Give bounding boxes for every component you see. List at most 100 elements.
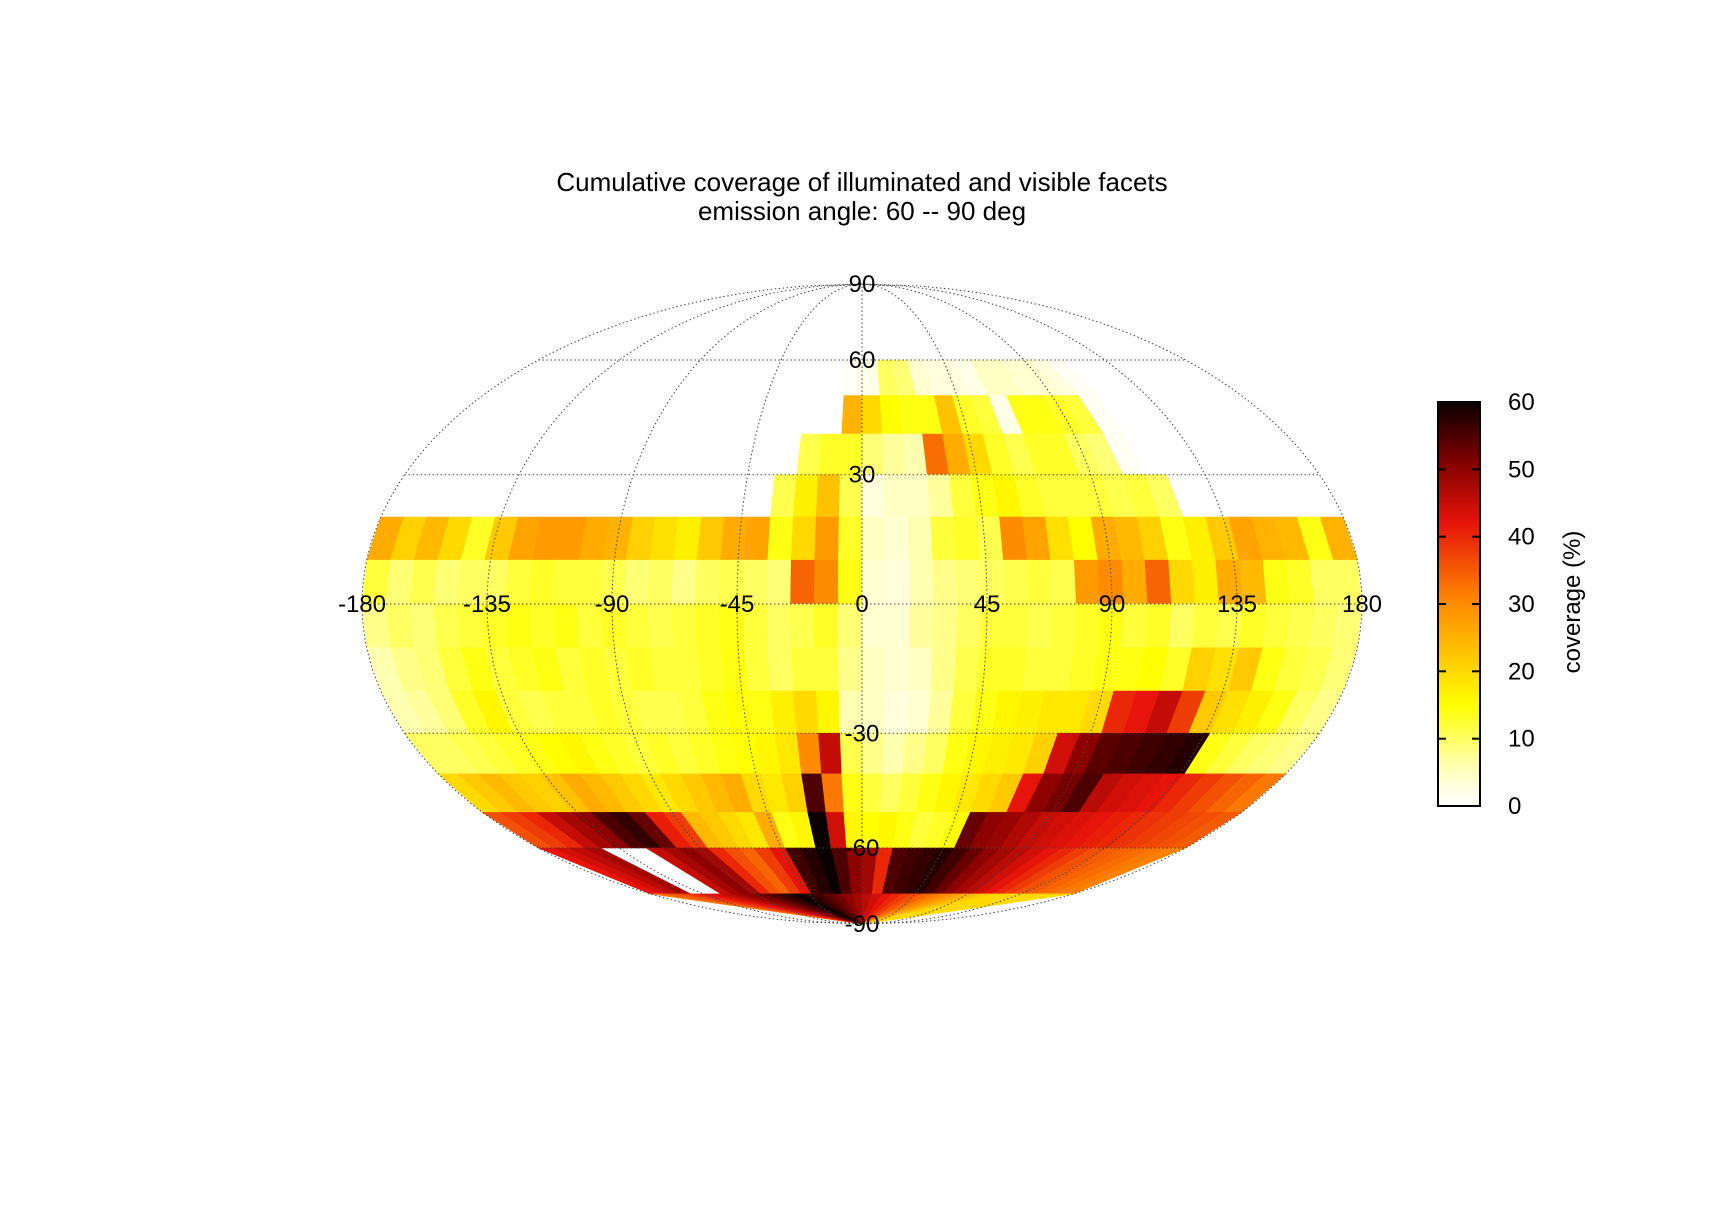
meridian-gridline (611, 283, 863, 925)
coverage-cell (720, 647, 748, 692)
coverage-cell (838, 647, 863, 692)
graticule (361, 283, 1363, 925)
chart-subtitle: emission angle: 60 -- 90 deg (698, 196, 1026, 226)
coverage-cell (1003, 603, 1030, 649)
colorbar-tick-label: 30 (1508, 591, 1535, 618)
coverage-cell (814, 603, 839, 649)
coverage-cell (409, 559, 438, 605)
x-tick-label: 135 (1217, 591, 1257, 618)
y-tick-label: 30 (849, 462, 876, 489)
coverage-cell (720, 516, 748, 561)
coverage-cell (861, 516, 886, 561)
coverage-cell (770, 474, 798, 518)
coverage-cell (884, 516, 910, 561)
coverage-cell (818, 433, 843, 476)
coverage-cell (1050, 559, 1077, 605)
coverage-cell (696, 516, 725, 561)
colorbar-label: coverage (%) (1559, 531, 1586, 674)
coverage-cell (671, 603, 698, 649)
coverage-cell (885, 559, 910, 605)
coverage-cell (1050, 603, 1077, 649)
coverage-cell (694, 559, 721, 605)
coverage-cell (1073, 603, 1101, 649)
coverage-cell (743, 516, 771, 561)
chart-title: Cumulative coverage of illuminated and v… (556, 167, 1167, 197)
x-tick-label: 0 (855, 591, 868, 618)
coverage-cell (385, 603, 415, 649)
coverage-cell (908, 603, 934, 649)
coverage-cell (790, 603, 816, 649)
coverage-cell (770, 690, 798, 734)
coverage-cell (790, 559, 816, 605)
coverage-cell (790, 647, 817, 692)
coverage-cell (647, 603, 674, 649)
x-tick-label: 45 (974, 591, 1001, 618)
coverage-cell (885, 603, 910, 649)
coverage-cells (361, 359, 1363, 925)
coverage-cell (908, 559, 934, 605)
coverage-cell (743, 647, 771, 692)
coverage-cell (841, 773, 863, 813)
coverage-cell (1309, 603, 1339, 649)
coverage-cell (884, 647, 910, 692)
coverage-cell (433, 559, 462, 605)
coverage-cell (818, 732, 843, 775)
coverage-cell (766, 603, 792, 649)
x-tick-label: -135 (463, 591, 511, 618)
coverage-cell (385, 559, 415, 605)
axis-tick-labels: -180 -135 -90 -45 0 45 90 135 180 90 60 30 -30 -60 -90 (338, 271, 1382, 938)
coverage-cell (1262, 603, 1291, 649)
y-tick-label: 90 (849, 271, 876, 298)
coverage-cell (953, 647, 981, 692)
coverage-cell (907, 647, 934, 692)
y-tick-label: 60 (849, 347, 876, 374)
coverage-cell (1286, 559, 1315, 605)
coverage-cell (1309, 559, 1339, 605)
coverage-cell (1003, 559, 1030, 605)
coverage-cell (1026, 603, 1053, 649)
coverage-cell (1191, 559, 1220, 605)
meridian-gridline (736, 283, 863, 925)
coverage-cell (861, 773, 883, 813)
coverage-cell (552, 603, 580, 649)
coverage-cell (905, 474, 932, 518)
coverage-cell (696, 647, 725, 692)
coverage-cell (1191, 603, 1220, 649)
y-tick-label: -60 (845, 835, 880, 862)
colorbar: 0 10 20 30 40 50 60 (1437, 389, 1535, 820)
coverage-cell (796, 433, 822, 476)
x-tick-label: 90 (1099, 591, 1126, 618)
coverage-cell (976, 516, 1004, 561)
coverage-cell (1144, 603, 1172, 649)
coverage-cell (766, 559, 792, 605)
coverage-cell (883, 474, 909, 518)
coverage-cell (528, 559, 556, 605)
x-tick-label: -180 (338, 591, 386, 618)
x-tick-label: -90 (595, 591, 630, 618)
colorbar-tick-label: 0 (1508, 793, 1521, 820)
coverage-cell (814, 647, 840, 692)
coverage-cell (528, 603, 556, 649)
coverage-cell (976, 647, 1004, 692)
y-tick-label: -90 (845, 911, 880, 938)
coverage-cell (905, 690, 932, 734)
coverage-cell (647, 559, 674, 605)
coverage-cell (1026, 559, 1053, 605)
coverage-cell (861, 395, 883, 435)
colorbar-tick-label: 50 (1508, 456, 1535, 483)
colorbar-tick-label: 40 (1508, 524, 1535, 551)
coverage-cell (1168, 603, 1196, 649)
coverage-cell (883, 690, 909, 734)
coverage-cell (932, 603, 958, 649)
coverage-cell (838, 516, 863, 561)
colorbar-tick-label: 60 (1508, 389, 1535, 416)
coverage-cell (767, 516, 794, 561)
coverage-cell (433, 603, 462, 649)
coverage-cell (907, 516, 934, 561)
coverage-cell (792, 474, 819, 518)
coverage-cell (841, 395, 863, 435)
colorbar-tick-label: 10 (1508, 726, 1535, 753)
coverage-cell (881, 433, 906, 476)
coverage-cell (1286, 603, 1315, 649)
